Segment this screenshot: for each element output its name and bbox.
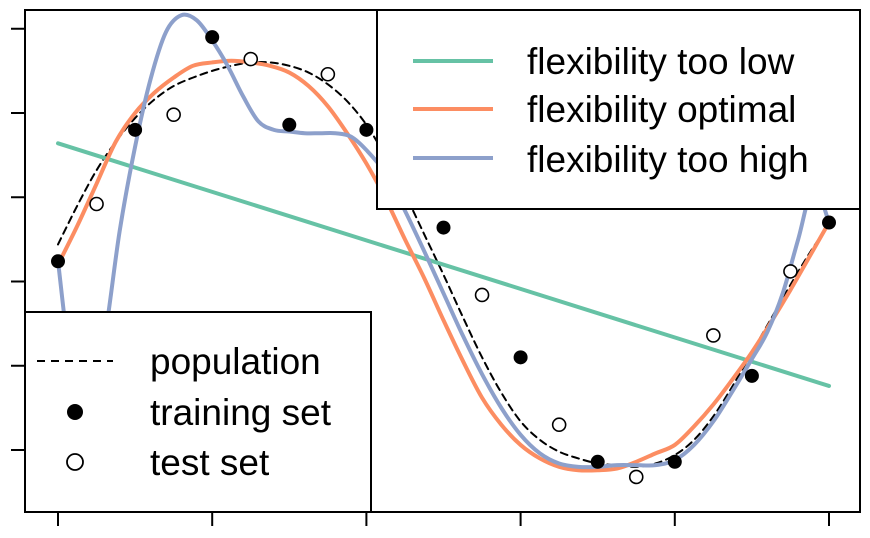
plot-area <box>51 12 836 485</box>
series-line-population <box>57 61 830 468</box>
training-point-3 <box>282 117 297 132</box>
test-point-1 <box>166 107 181 122</box>
legend-top-right: flexibility too low flexibility optimal … <box>376 9 861 210</box>
test-point-3 <box>320 66 336 82</box>
legend-label-too-low: flexibility too low <box>527 41 795 82</box>
x-axis <box>57 512 830 526</box>
training-point-8 <box>667 454 682 469</box>
test-point-2 <box>243 51 259 67</box>
training-point-7 <box>590 454 605 469</box>
series-line-flexibility-too-low <box>56 141 831 388</box>
test-point-5 <box>474 287 490 303</box>
series-line-flexibility-optimal <box>56 58 831 473</box>
test-point-6 <box>551 417 567 433</box>
training-point-9 <box>744 368 759 383</box>
legend-label-too-high: flexibility too high <box>527 139 809 180</box>
training-point-6 <box>513 350 528 365</box>
test-point-0 <box>89 196 104 212</box>
training-point-0 <box>51 254 65 269</box>
series-line-flexibility-too-high <box>56 12 831 470</box>
legend-label-population: population <box>150 341 321 382</box>
training-point-5 <box>436 220 451 235</box>
training-point-4 <box>359 122 374 137</box>
y-axis <box>11 27 25 451</box>
training-point-2 <box>205 30 220 45</box>
legend-swatch-test <box>66 453 84 471</box>
legend-label-optimal: flexibility optimal <box>527 89 796 130</box>
training-point-10 <box>822 215 836 230</box>
legend-label-training: training set <box>150 392 332 433</box>
legend-bottom-left: population training set test set <box>24 311 372 513</box>
legend-label-test: test set <box>150 442 270 483</box>
test-point-8 <box>706 328 721 343</box>
test-point-7 <box>628 469 644 485</box>
test-point-9 <box>783 264 798 279</box>
legend-swatch-training <box>67 404 83 420</box>
training-point-1 <box>128 122 143 137</box>
